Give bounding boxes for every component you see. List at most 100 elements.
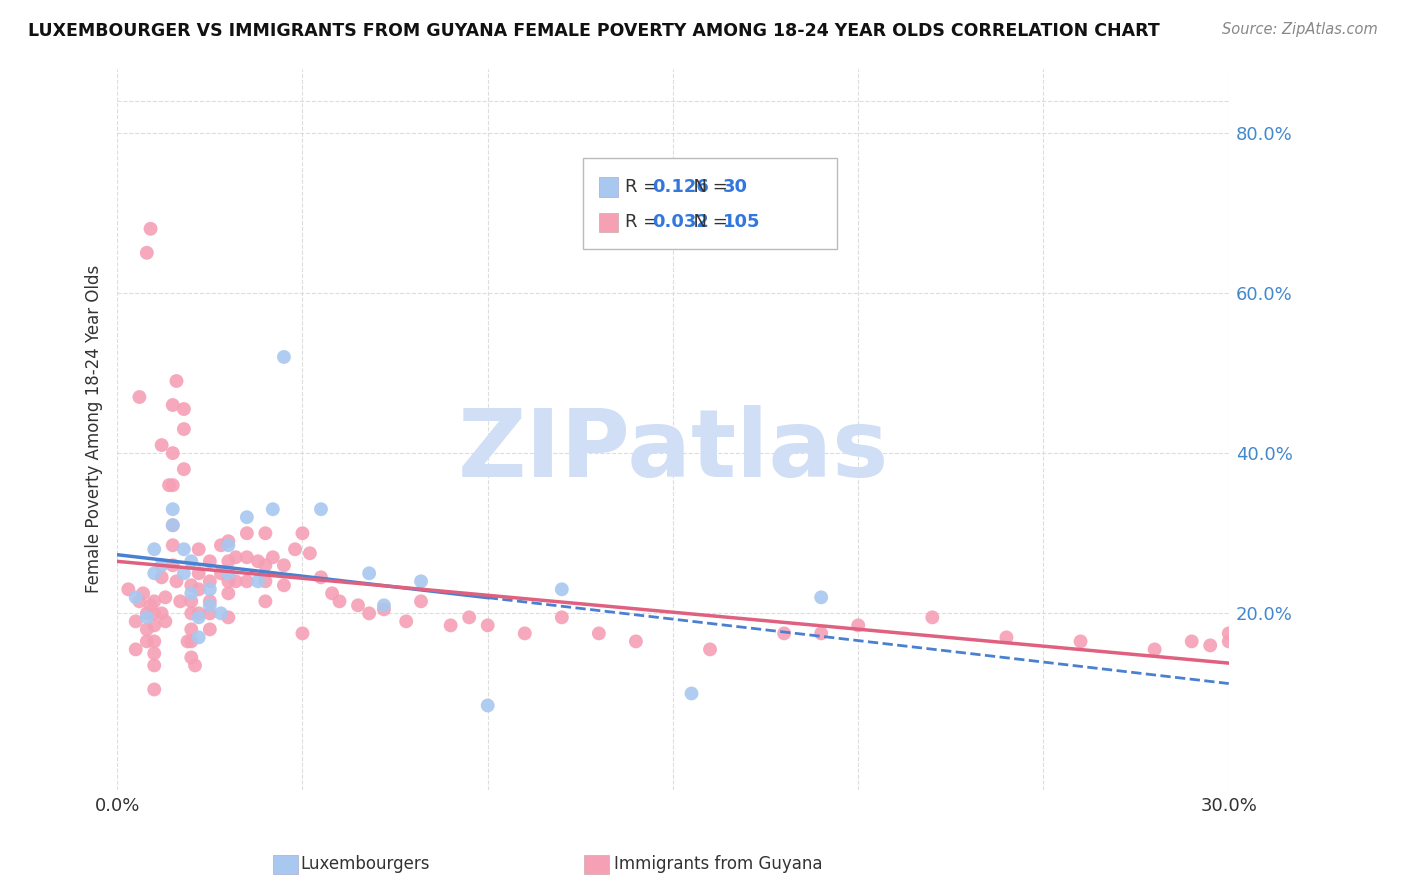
Text: 30: 30 (723, 178, 748, 196)
Point (246, 574, 269, 589)
Point (128, 594, 150, 608)
Point (117, 582, 139, 597)
Point (217, 554, 239, 568)
Point (309, 502, 332, 516)
Point (262, 502, 284, 516)
Point (236, 574, 259, 589)
Text: Source: ZipAtlas.com: Source: ZipAtlas.com (1222, 22, 1378, 37)
Point (217, 566, 239, 581)
Text: LUXEMBOURGER VS IMMIGRANTS FROM GUYANA FEMALE POVERTY AMONG 18-24 YEAR OLDS CORR: LUXEMBOURGER VS IMMIGRANTS FROM GUYANA F… (28, 22, 1160, 40)
Text: 0.032: 0.032 (652, 213, 709, 231)
Point (198, 607, 221, 621)
Point (187, 566, 209, 581)
Point (180, 554, 202, 568)
Point (225, 574, 247, 589)
Point (1199, 639, 1222, 653)
Point (143, 607, 166, 621)
Point (139, 221, 162, 235)
Point (180, 586, 202, 600)
Point (180, 634, 202, 648)
Point (135, 607, 157, 621)
Point (551, 610, 574, 624)
Point (458, 610, 481, 624)
Point (180, 623, 202, 637)
Point (217, 610, 239, 624)
Point (150, 607, 173, 621)
Text: R =: R = (624, 178, 664, 196)
Point (143, 618, 166, 632)
Point (236, 550, 259, 565)
Point (150, 438, 173, 452)
Point (810, 591, 832, 605)
Point (143, 647, 166, 661)
Point (162, 518, 184, 533)
Point (166, 374, 188, 388)
Point (173, 422, 195, 436)
Text: N =: N = (682, 213, 734, 231)
Point (1218, 634, 1240, 648)
Point (254, 558, 277, 573)
Point (187, 542, 209, 557)
Point (150, 558, 173, 573)
Text: ZIPatlas: ZIPatlas (457, 405, 889, 497)
Point (246, 554, 269, 568)
Point (162, 518, 184, 533)
Point (143, 542, 166, 557)
Point (273, 558, 295, 573)
Point (173, 462, 195, 476)
Point (262, 550, 284, 565)
Point (180, 578, 202, 592)
Point (236, 510, 259, 524)
Point (162, 446, 184, 460)
Point (187, 610, 209, 624)
Point (132, 586, 155, 600)
Point (135, 634, 157, 648)
Point (810, 626, 832, 640)
Point (359, 566, 381, 581)
Point (128, 390, 150, 404)
Point (254, 594, 277, 608)
Point (409, 574, 432, 589)
Point (254, 574, 277, 589)
Point (921, 610, 943, 624)
Point (184, 658, 207, 673)
Point (198, 554, 221, 568)
Point (169, 594, 191, 608)
Point (173, 542, 195, 557)
Point (513, 626, 536, 640)
Point (321, 586, 343, 600)
Point (209, 607, 232, 621)
Point (143, 634, 166, 648)
Point (143, 682, 166, 697)
Point (225, 550, 247, 565)
Point (209, 566, 232, 581)
Point (135, 623, 157, 637)
Point (477, 698, 499, 713)
Point (166, 574, 188, 589)
Point (217, 574, 239, 589)
Point (155, 591, 177, 605)
Point (409, 594, 432, 608)
Point (143, 594, 166, 608)
Text: Immigrants from Guyana: Immigrants from Guyana (614, 855, 823, 873)
Point (162, 478, 184, 492)
Text: Luxembourgers: Luxembourgers (301, 855, 430, 873)
Point (209, 538, 232, 552)
Point (773, 626, 796, 640)
Point (217, 586, 239, 600)
Point (187, 607, 209, 621)
Point (254, 526, 277, 541)
Point (995, 631, 1018, 645)
Point (1143, 642, 1166, 657)
Point (139, 599, 162, 613)
Point (588, 626, 610, 640)
Point (187, 582, 209, 597)
Point (135, 610, 157, 624)
Point (298, 546, 321, 560)
Point (846, 618, 869, 632)
Point (143, 566, 166, 581)
Point (395, 615, 418, 629)
Text: 0.126: 0.126 (652, 178, 709, 196)
Point (173, 566, 195, 581)
Text: 105: 105 (723, 213, 761, 231)
